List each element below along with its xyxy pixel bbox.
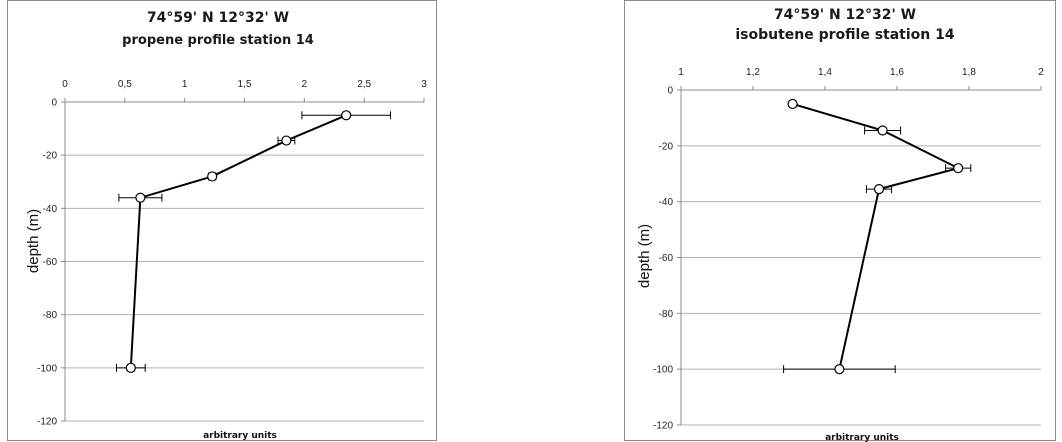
x-tick-label: 1,8: [962, 67, 976, 78]
x-tick-label: 1: [678, 67, 684, 78]
data-point: [834, 364, 845, 375]
y-tick-label: -100: [37, 363, 57, 374]
y-tick-label: -20: [43, 151, 58, 162]
y-tick-label: 0: [667, 86, 673, 97]
x-axis-label: arbitrary units: [825, 433, 899, 442]
chart-title-line1: 74°59' N 12°32' W: [774, 7, 916, 23]
isobutene-chart: 74°59' N 12°32' W isobutene profile stat…: [636, 7, 1044, 442]
x-tick-label: 1,2: [746, 67, 760, 78]
series-line: [792, 102, 962, 370]
y-tick-label: -120: [653, 421, 673, 432]
x-tick-label: 0: [62, 79, 68, 90]
y-axis-label: depth (m): [25, 209, 42, 273]
x-tick-label: 2: [1038, 67, 1044, 78]
x-tick-label: 1,6: [890, 67, 904, 78]
y-tick-label: -60: [43, 257, 58, 268]
propene-chart-panel: 74°59' N 12°32' W propene profile statio…: [7, 0, 437, 441]
x-tick-label: 1: [182, 79, 188, 90]
y-axis-label: depth (m): [636, 224, 653, 288]
chart-title-line1: 74°59' N 12°32' W: [147, 10, 289, 26]
x-tick-label: 0,5: [118, 79, 132, 90]
isobutene-chart-panel: 74°59' N 12°32' W isobutene profile stat…: [624, 0, 1056, 442]
y-tick-label: -60: [659, 253, 674, 264]
propene-chart: 74°59' N 12°32' W propene profile statio…: [25, 10, 427, 441]
x-tick-label: 1,4: [818, 67, 832, 78]
y-tick-label: -80: [659, 309, 674, 320]
y-tick-label: -40: [659, 197, 674, 208]
x-tick-label: 1,5: [238, 79, 252, 90]
y-tick-label: -40: [43, 204, 58, 215]
plot-area: 0 -20 -40 -60 -80 -100 -120 1 1,2 1,4 1,6 1,8 2: [653, 67, 1044, 432]
y-tick-label: -120: [37, 417, 57, 428]
x-tick-label: 2,5: [357, 79, 371, 90]
data-point: [207, 171, 218, 182]
y-tick-label: 0: [51, 98, 57, 109]
x-tick-label: 2: [302, 79, 308, 90]
data-point: [787, 98, 798, 110]
y-tick-label: -80: [43, 310, 58, 321]
chart-title-line2: propene profile station 14: [122, 33, 314, 48]
x-tick-label: 3: [421, 79, 427, 90]
plot-area: 0 -20 -40 -60 -80 -100 -120 0 0,5 1 1,5 2 2,5 3: [37, 79, 427, 428]
data-point: [873, 184, 885, 195]
y-tick-label: -100: [653, 365, 673, 376]
data-point: [877, 125, 888, 136]
series-line: [129, 114, 347, 368]
data-point: [341, 110, 352, 121]
chart-title-line2: isobutene profile station 14: [735, 27, 955, 43]
data-point: [281, 135, 292, 146]
x-axis-label: arbitrary units: [203, 431, 277, 441]
data-point: [135, 192, 146, 203]
y-tick-label: -20: [659, 141, 674, 152]
data-point: [953, 163, 964, 174]
data-point: [125, 362, 136, 373]
